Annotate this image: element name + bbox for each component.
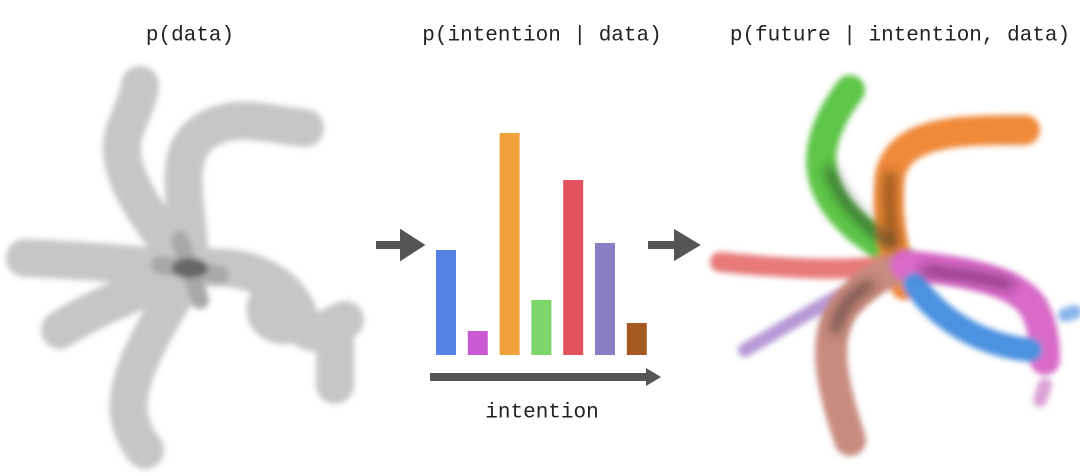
bar — [499, 133, 520, 355]
axis-label: intention — [485, 402, 598, 425]
future-trajectories — [710, 75, 1080, 456]
title-future: p(future | intention, data) — [730, 25, 1070, 48]
bar — [467, 331, 488, 355]
bar — [531, 300, 552, 355]
arrow — [648, 228, 701, 262]
arrow — [376, 228, 426, 262]
bar — [436, 250, 456, 355]
axis-arrow-head — [646, 368, 661, 386]
bar — [563, 180, 584, 355]
bar — [626, 323, 647, 355]
intention-bars — [436, 133, 647, 355]
bar — [595, 243, 615, 355]
title-data: p(data) — [146, 25, 234, 48]
data-density — [6, 66, 364, 469]
title-intention: p(intention | data) — [422, 25, 661, 48]
